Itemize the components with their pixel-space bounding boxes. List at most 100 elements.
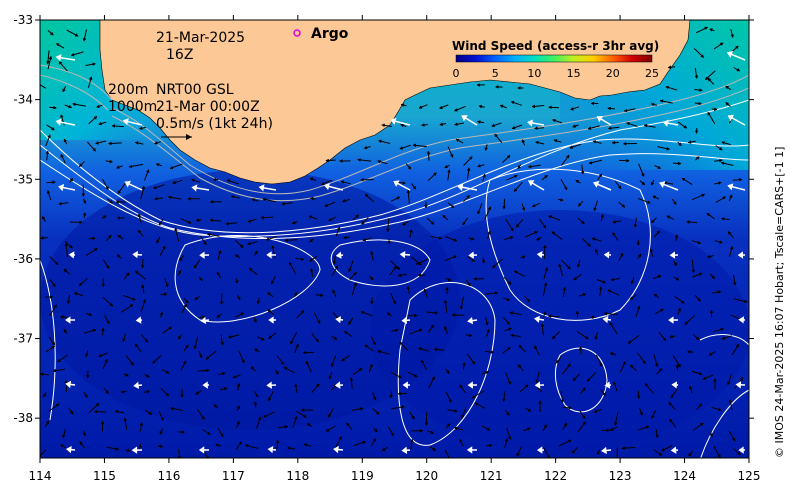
current-vector-head	[506, 297, 511, 302]
current-vector-head	[92, 236, 96, 241]
current-vector-head	[174, 227, 178, 232]
current-vector-head	[40, 372, 44, 377]
current-vector-head	[609, 427, 614, 431]
current-vector-head	[438, 236, 443, 240]
current-vector-head	[689, 385, 693, 390]
current-vector-head	[51, 341, 56, 346]
current-vector-head	[575, 180, 580, 184]
colorbar-ticks: 0 5 10 15 20 25	[453, 67, 660, 80]
x-tick-label: 117	[222, 469, 245, 483]
current-vector-head	[507, 281, 512, 285]
current-vector-head	[582, 387, 586, 392]
current-vector-head	[85, 353, 89, 358]
wind-arrow-head	[735, 381, 742, 389]
current-vector-head	[392, 300, 397, 305]
wind-arrow-head	[390, 117, 397, 125]
current-vector-head	[678, 142, 682, 147]
current-vector-head	[481, 259, 486, 264]
current-vector-head	[511, 125, 516, 130]
current-vector-head	[543, 282, 548, 287]
current-vector-head	[704, 76, 709, 81]
current-vector-head	[706, 212, 711, 217]
current-vector-head	[650, 219, 655, 224]
current-vector-head	[430, 430, 435, 434]
current-vector-head	[138, 443, 143, 448]
current-vector-head	[232, 375, 237, 379]
current-vector-head	[509, 311, 514, 315]
current-vector-head	[694, 75, 699, 80]
current-vector-head	[489, 443, 493, 448]
current-vector-head	[134, 141, 139, 145]
current-vector-head	[93, 116, 98, 120]
current-vector-head	[396, 196, 401, 200]
current-vector-head	[517, 165, 521, 170]
current-vector-head	[265, 237, 270, 241]
current-vector-head	[73, 291, 78, 296]
wind-arrow-head	[601, 446, 607, 455]
wind-arrow-head	[738, 446, 744, 454]
current-vector-head	[93, 409, 98, 414]
wind-arrow-head	[131, 446, 138, 454]
current-vector-head	[494, 291, 499, 295]
current-vector-head	[544, 267, 549, 271]
current-vector-head	[734, 45, 739, 50]
current-vector-head	[590, 315, 594, 320]
current-vector-head	[108, 234, 112, 239]
current-vector-head	[82, 37, 87, 42]
wind-arrow-head	[401, 316, 408, 325]
current-vector-head	[459, 306, 464, 310]
current-vector-head	[207, 431, 211, 435]
current-vector-head	[291, 220, 296, 225]
current-vector-head	[125, 373, 129, 377]
wind-arrow-head	[402, 381, 408, 389]
current-vector-head	[594, 248, 599, 253]
current-vector-head	[102, 215, 107, 219]
current-vector-head	[148, 411, 153, 415]
wind-arrow-head	[536, 251, 543, 259]
current-vector-head	[96, 104, 100, 109]
current-vector-head	[542, 311, 547, 315]
current-vector-head	[547, 314, 552, 319]
current-vector-head	[644, 382, 649, 387]
argo-label: Argo	[311, 26, 349, 42]
current-vector-head	[517, 86, 521, 90]
current-vector-head	[58, 61, 63, 65]
wind-arrow-head	[132, 250, 138, 259]
current-vector-head	[504, 437, 509, 442]
current-vector-head	[360, 177, 364, 182]
current-vector-head	[450, 204, 455, 209]
current-vector-head	[63, 328, 68, 333]
current-vector-head	[45, 420, 49, 425]
current-vector-head	[559, 197, 564, 202]
current-vector-head	[78, 163, 83, 168]
current-vector-head	[145, 374, 150, 378]
current-vector-head	[156, 239, 160, 244]
current-vector-head	[336, 226, 341, 231]
wind-arrow-head	[662, 119, 669, 127]
current-vector-head	[212, 177, 217, 182]
current-vector-head	[639, 412, 644, 416]
plot-frame	[39, 19, 750, 459]
hour-label: 16Z	[166, 47, 193, 63]
current-vector-head	[60, 153, 64, 158]
wind-arrow-head	[536, 446, 543, 454]
current-vector-head	[236, 382, 241, 387]
wind-arrow-head	[737, 251, 744, 259]
current-vector-head	[577, 202, 582, 207]
wind-arrow-head	[738, 316, 745, 324]
current-vector-head	[612, 232, 616, 237]
current-vector-head	[599, 363, 603, 368]
current-vector-head	[626, 158, 630, 163]
wind-arrow-head	[393, 180, 400, 187]
current-vector-head	[567, 363, 571, 368]
current-vector-head	[487, 230, 492, 235]
current-vector-head	[587, 243, 591, 247]
current-vector-head	[406, 285, 411, 290]
current-vector-head	[426, 150, 431, 155]
current-vector-head	[54, 261, 59, 266]
current-vector-head	[508, 327, 512, 332]
current-vector-head	[115, 200, 119, 204]
current-vector-head	[62, 88, 66, 93]
x-tick-label: 119	[351, 469, 374, 483]
